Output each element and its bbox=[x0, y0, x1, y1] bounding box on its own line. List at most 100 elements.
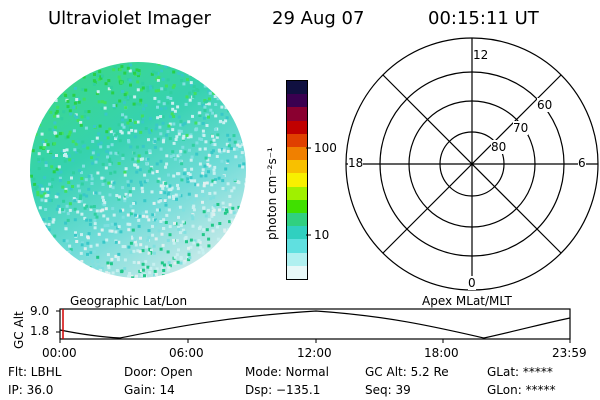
image-pixel bbox=[180, 178, 184, 182]
image-pixel bbox=[71, 158, 75, 162]
image-pixel bbox=[101, 162, 105, 166]
image-pixel bbox=[44, 161, 48, 165]
color-scale-band bbox=[287, 160, 307, 174]
image-pixel bbox=[152, 244, 156, 248]
image-pixel bbox=[188, 98, 192, 102]
image-pixel bbox=[162, 218, 166, 222]
image-pixel bbox=[165, 133, 168, 137]
image-pixel bbox=[72, 171, 75, 175]
image-pixel bbox=[80, 243, 84, 247]
image-pixel bbox=[160, 69, 164, 73]
image-pixel bbox=[59, 179, 62, 182]
image-pixel bbox=[187, 253, 191, 257]
image-pixel bbox=[92, 79, 96, 83]
image-pixel bbox=[155, 208, 159, 212]
image-pixel bbox=[48, 128, 52, 132]
instrument-title: Ultraviolet Imager bbox=[48, 8, 211, 29]
image-pixel bbox=[166, 130, 170, 133]
image-pixel bbox=[44, 139, 48, 143]
image-pixel bbox=[99, 269, 103, 272]
image-pixel bbox=[100, 106, 104, 110]
image-pixel bbox=[47, 228, 51, 232]
image-pixel bbox=[34, 187, 38, 191]
image-pixel bbox=[149, 86, 153, 90]
image-pixel bbox=[135, 170, 139, 174]
color-scale-band bbox=[287, 199, 307, 214]
image-pixel bbox=[201, 200, 204, 204]
image-pixel bbox=[194, 183, 198, 187]
image-pixel bbox=[69, 187, 73, 191]
image-pixel bbox=[84, 88, 88, 92]
image-pixel bbox=[225, 142, 229, 146]
image-pixel bbox=[235, 147, 239, 151]
image-pixel bbox=[129, 204, 133, 208]
timeline-ytick-top: 9.0 bbox=[30, 304, 50, 318]
image-pixel bbox=[76, 149, 80, 153]
image-pixel bbox=[103, 201, 107, 205]
image-pixel bbox=[198, 225, 202, 229]
image-pixel bbox=[73, 101, 77, 105]
image-pixel bbox=[159, 115, 163, 118]
image-pixel bbox=[126, 213, 130, 217]
image-pixel bbox=[232, 186, 236, 190]
image-pixel bbox=[159, 199, 163, 203]
image-pixel bbox=[103, 101, 107, 105]
image-pixel bbox=[84, 110, 88, 114]
image-pixel bbox=[127, 245, 131, 249]
image-pixel bbox=[52, 128, 56, 132]
image-pixel bbox=[124, 95, 128, 99]
image-pixel bbox=[101, 195, 105, 199]
image-pixel bbox=[180, 162, 184, 166]
image-pixel bbox=[228, 220, 232, 224]
image-pixel bbox=[190, 179, 193, 183]
image-pixel bbox=[104, 82, 108, 86]
image-pixel bbox=[53, 114, 56, 118]
image-pixel bbox=[165, 207, 169, 211]
image-pixel bbox=[117, 240, 121, 244]
image-pixel bbox=[207, 170, 210, 174]
image-pixel bbox=[109, 151, 113, 155]
image-pixel bbox=[137, 214, 141, 218]
image-pixel bbox=[99, 141, 103, 145]
image-pixel bbox=[166, 250, 170, 254]
image-pixel bbox=[177, 132, 181, 136]
image-pixel bbox=[201, 251, 205, 255]
image-pixel bbox=[82, 164, 85, 168]
color-scale-band bbox=[287, 120, 307, 134]
image-pixel bbox=[203, 84, 207, 88]
image-pixel bbox=[132, 187, 136, 191]
image-pixel bbox=[177, 193, 181, 197]
image-pixel bbox=[159, 159, 163, 163]
image-pixel bbox=[169, 114, 173, 118]
image-pixel bbox=[153, 273, 156, 277]
image-pixel bbox=[131, 228, 135, 232]
image-pixel bbox=[146, 238, 150, 242]
image-pixel bbox=[108, 127, 112, 131]
image-pixel bbox=[62, 199, 66, 203]
image-pixel bbox=[138, 168, 142, 172]
image-pixel bbox=[140, 114, 144, 118]
image-pixel bbox=[43, 143, 47, 147]
image-pixel bbox=[62, 149, 66, 153]
image-pixel bbox=[209, 140, 213, 144]
image-pixel bbox=[227, 144, 231, 148]
image-pixel bbox=[59, 152, 63, 156]
image-pixel bbox=[129, 63, 133, 67]
image-pixel bbox=[71, 185, 74, 188]
image-pixel bbox=[121, 215, 125, 219]
image-pixel bbox=[133, 95, 137, 99]
image-pixel bbox=[108, 193, 112, 197]
image-pixel bbox=[73, 114, 77, 118]
image-pixel bbox=[42, 146, 46, 149]
image-pixel bbox=[185, 133, 189, 137]
image-pixel bbox=[222, 149, 226, 153]
image-pixel bbox=[182, 82, 186, 86]
image-pixel bbox=[86, 252, 89, 256]
image-pixel bbox=[167, 266, 171, 270]
image-pixel bbox=[151, 224, 154, 228]
image-pixel bbox=[136, 249, 140, 253]
image-pixel bbox=[65, 204, 69, 208]
image-pixel bbox=[66, 99, 70, 103]
image-pixel bbox=[172, 194, 175, 198]
